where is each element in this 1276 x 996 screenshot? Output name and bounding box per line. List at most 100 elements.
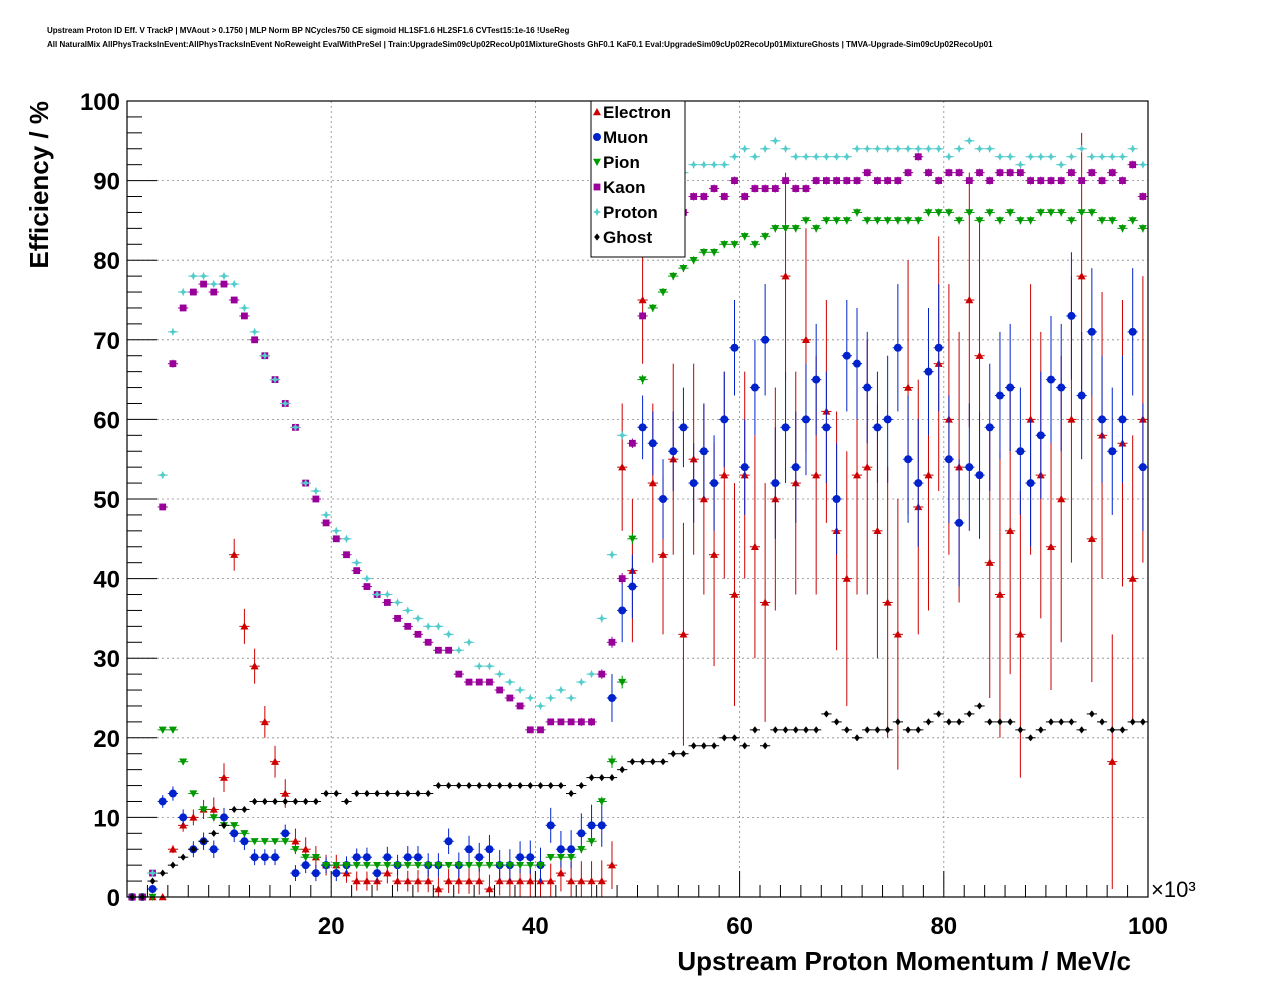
data-point-ghost [1027,734,1034,742]
data-point-electron [1108,757,1117,765]
data-point-electron [924,471,933,479]
data-point-pion [883,217,892,225]
data-point-ghost [1017,726,1024,734]
data-point-electron [853,471,862,479]
data-point-proton [985,144,994,153]
series-markers [127,132,1148,902]
data-point-ghost [1089,710,1095,718]
data-point-pion [761,233,770,241]
data-point-electron [965,296,974,304]
data-point-proton [260,351,269,360]
data-point-proton [515,685,525,695]
data-point-proton [393,598,402,607]
data-point-pion [230,822,239,830]
data-point-pion [209,814,218,822]
data-point-proton [536,701,545,711]
data-point-muon [373,869,382,878]
data-point-pion [505,861,514,870]
data-point-electron [648,479,657,487]
data-point-ghost [660,758,666,766]
data-point-muon [413,853,422,862]
data-point-proton [291,423,300,432]
data-point-pion [648,304,657,312]
y-tick-label: 30 [93,646,120,673]
data-point-muon [516,853,525,862]
data-point-kaon [424,638,432,646]
data-point-muon [1057,383,1066,392]
data-point-pion [271,838,280,846]
data-point-proton [281,399,290,408]
data-point-muon [526,853,535,862]
data-point-ghost [884,726,891,734]
data-point-kaon [853,177,861,184]
data-point-muon [587,821,596,830]
chart-title-line-2: All NaturalMix AllPhysTracksInEvent:AllP… [47,40,993,49]
legend-marker-ghost [594,233,600,241]
data-point-pion [1118,225,1127,233]
data-point-ghost [803,726,809,734]
data-point-kaon [179,304,187,312]
data-point-pion [955,217,964,225]
data-point-ghost [272,797,278,806]
data-point-pion [628,535,637,543]
data-point-ghost [1037,726,1044,734]
data-point-pion [250,838,259,846]
data-point-muon [465,845,474,854]
data-point-proton [1016,160,1025,169]
data-point-kaon [812,177,820,184]
data-point-ghost [353,789,360,798]
data-point-ghost [517,781,523,790]
data-point-muon [240,837,249,846]
data-point-electron [812,471,821,479]
data-point-ghost [854,734,860,742]
data-point-kaon [445,646,453,654]
data-point-pion [1016,217,1025,225]
data-point-ghost [180,853,186,861]
data-point-kaon [169,360,177,368]
data-point-kaon [945,169,953,177]
data-point-ghost [241,805,248,814]
data-point-ghost [1099,718,1105,726]
data-point-kaon [159,503,167,511]
data-point-muon [628,582,637,591]
data-point-pion [546,854,555,862]
data-point-muon [250,853,259,862]
data-point-muon [924,367,933,376]
data-point-muon [332,869,341,878]
data-point-proton [699,160,709,169]
data-point-ghost [343,797,350,806]
data-point-pion [771,225,780,233]
data-point-proton [975,144,984,153]
data-point-kaon [200,280,207,288]
data-point-muon [179,813,188,822]
data-point-kaon [465,678,473,686]
data-point-kaon [700,193,708,200]
data-point-ghost [813,726,819,734]
data-point-kaon [792,185,800,192]
data-point-electron [1047,542,1056,550]
data-point-kaon [639,312,647,320]
axis-ticks: 20 40 60 80 100 0 10 20 30 40 50 60 70 80 90 100 [80,89,1168,940]
data-point-proton [383,590,392,599]
data-point-electron [985,558,994,566]
data-point-muon [444,837,453,846]
data-point-electron [597,877,606,885]
data-point-ghost [598,774,605,782]
data-point-pion [168,726,177,734]
data-point-pion [1006,209,1015,217]
data-point-ghost [741,742,748,750]
data-point-ghost [537,781,544,790]
data-point-proton [321,510,331,520]
data-point-proton [454,646,463,655]
data-point-proton [1128,144,1137,153]
data-point-pion [659,288,668,297]
data-point-pion [362,861,371,870]
data-point-proton [475,662,484,671]
data-point-ghost [415,789,421,798]
data-point-proton [597,614,606,623]
data-point-kaon [782,177,789,184]
data-point-proton [689,160,698,169]
x-tick-label: 20 [318,913,345,940]
data-point-muon [209,845,218,854]
data-point-proton [1067,152,1076,161]
